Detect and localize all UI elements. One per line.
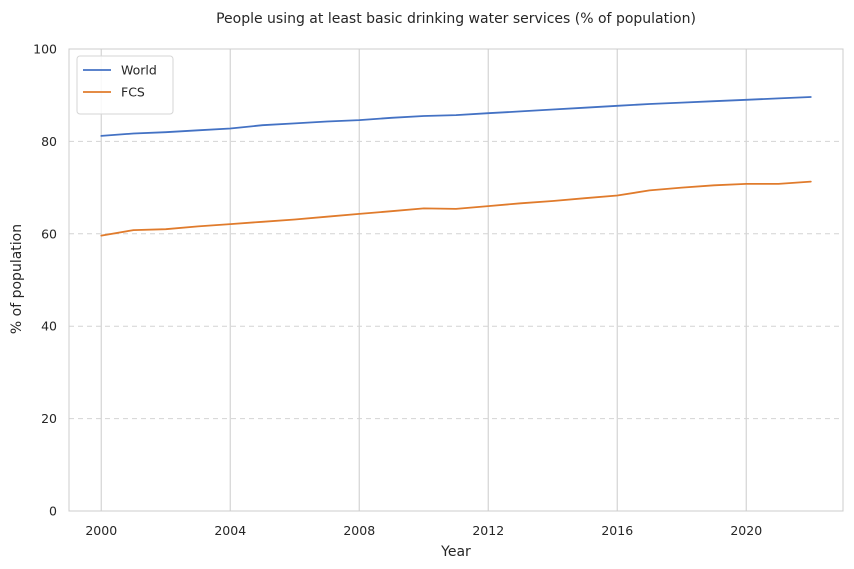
chart-title: People using at least basic drinking wat… — [216, 11, 696, 27]
x-tick-label: 2004 — [214, 523, 246, 538]
legend-entry: FCS — [121, 85, 145, 100]
tick-labels: 2000 2004 2008 2012 2016 2020 0 20 40 60 80 100 — [33, 42, 762, 539]
y-tick-label: 20 — [41, 411, 57, 426]
legend-entry: World — [121, 63, 157, 78]
x-tick-label: 2000 — [85, 523, 117, 538]
y-tick-label: 40 — [41, 319, 57, 334]
x-tick-label: 2008 — [343, 523, 375, 538]
y-tick-label: 60 — [41, 226, 57, 241]
x-tick-label: 2012 — [472, 523, 504, 538]
plot-frame — [68, 48, 844, 512]
grid — [69, 49, 843, 511]
y-tick-label: 0 — [49, 504, 57, 519]
series-lines — [100, 96, 812, 237]
legend: World FCS — [76, 55, 174, 115]
x-tick-label: 2016 — [601, 523, 633, 538]
x-tick-label: 2020 — [730, 523, 762, 538]
series-line-world — [100, 96, 812, 137]
y-axis-label: % of population — [9, 224, 25, 334]
y-tick-label: 80 — [41, 134, 57, 149]
series-line-fcs — [100, 180, 812, 237]
x-axis-label: Year — [440, 544, 471, 560]
y-tick-label: 100 — [33, 42, 57, 57]
